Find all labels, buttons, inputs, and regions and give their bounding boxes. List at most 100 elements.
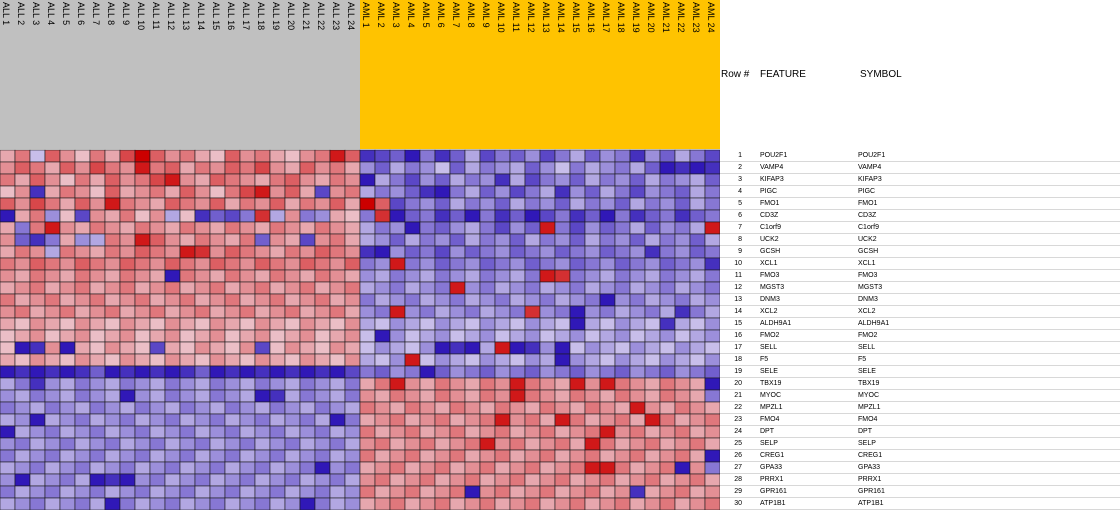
heatmap-cell <box>449 413 466 427</box>
heatmap-cell <box>419 185 436 199</box>
heatmap-cell <box>404 401 421 415</box>
heatmap-cell <box>644 473 661 487</box>
heatmap-cell <box>299 461 316 475</box>
heatmap-cell <box>359 293 376 307</box>
heatmap-cell <box>404 209 421 223</box>
heatmap-cell <box>44 281 61 295</box>
row-number: 2 <box>738 164 742 171</box>
table-row: 12 MGST3 MGST3 <box>720 282 1120 294</box>
heatmap-cell <box>284 365 301 379</box>
heatmap-cell <box>449 389 466 403</box>
heatmap-cell <box>89 209 106 223</box>
heatmap-cell <box>89 245 106 259</box>
heatmap-cell <box>89 161 106 175</box>
heatmap-cell <box>0 473 16 487</box>
heatmap-cell <box>479 185 496 199</box>
heatmap-cell <box>464 461 481 475</box>
heatmap-cell <box>674 461 691 475</box>
heatmap-cell <box>344 401 361 415</box>
heatmap-cell <box>524 401 541 415</box>
heatmap-cell <box>104 485 121 499</box>
heatmap-cell <box>674 329 691 343</box>
feature-cell: FMO2 <box>760 332 780 339</box>
heatmap-cell <box>404 317 421 331</box>
heatmap-cell <box>299 449 316 463</box>
heatmap-cell <box>164 281 181 295</box>
heatmap-cell <box>89 389 106 403</box>
heatmap-cell <box>119 329 136 343</box>
heatmap-cell <box>284 485 301 499</box>
heatmap-cell <box>449 377 466 391</box>
heatmap-cell <box>434 413 451 427</box>
heatmap-cell <box>554 353 571 367</box>
heatmap-cell <box>254 317 271 331</box>
heatmap-cell <box>119 185 136 199</box>
heatmap-cell <box>89 221 106 235</box>
heatmap-cell <box>464 257 481 271</box>
heatmap-cell <box>329 293 346 307</box>
heatmap-cell <box>14 245 31 259</box>
heatmap-cell <box>149 197 166 211</box>
column-label: ALL 3 <box>31 2 41 25</box>
heatmap-cell <box>374 245 391 259</box>
heatmap-cell <box>599 245 616 259</box>
heatmap-cell <box>224 149 241 163</box>
heatmap-cell <box>689 149 706 163</box>
heatmap-cell <box>659 329 676 343</box>
heatmap-cell <box>644 185 661 199</box>
heatmap-cell <box>284 245 301 259</box>
heatmap-cell <box>194 413 211 427</box>
heatmap-cell <box>629 425 646 439</box>
heatmap-cell <box>74 221 91 235</box>
heatmap-cell <box>329 449 346 463</box>
row-number: 25 <box>734 440 742 447</box>
heatmap-cell <box>689 269 706 283</box>
heatmap-cell <box>479 401 496 415</box>
heatmap-cell <box>224 197 241 211</box>
heatmap-cell <box>194 185 211 199</box>
heatmap-cell <box>119 161 136 175</box>
heatmap-cell <box>539 257 556 271</box>
heatmap-cell <box>479 209 496 223</box>
heatmap-cell <box>374 257 391 271</box>
heatmap-cell <box>344 461 361 475</box>
heatmap-cell <box>644 293 661 307</box>
heatmap-cell <box>359 233 376 247</box>
heatmap-cell <box>299 317 316 331</box>
heatmap-cell <box>14 161 31 175</box>
column-label: ALL 20 <box>286 2 296 30</box>
heatmap-cell <box>704 305 720 319</box>
heatmap-cell <box>554 425 571 439</box>
heatmap-cell <box>494 305 511 319</box>
heatmap-cell <box>254 209 271 223</box>
heatmap-cell <box>14 353 31 367</box>
heatmap-cell <box>509 365 526 379</box>
heatmap-cell <box>329 281 346 295</box>
row-number: 28 <box>734 476 742 483</box>
heatmap-cell <box>554 173 571 187</box>
table-row: 8 UCK2 UCK2 <box>720 234 1120 246</box>
column-label: ALL 16 <box>226 2 236 30</box>
heatmap-cell <box>464 221 481 235</box>
row-number: 24 <box>734 428 742 435</box>
heatmap-cell <box>134 401 151 415</box>
heatmap-cell <box>59 209 76 223</box>
heatmap-cell <box>239 221 256 235</box>
heatmap-cell <box>644 377 661 391</box>
heatmap-cell <box>434 281 451 295</box>
heatmap-cell <box>119 269 136 283</box>
heatmap-cell <box>689 473 706 487</box>
heatmap-cell <box>59 197 76 211</box>
heatmap-cell <box>644 329 661 343</box>
heatmap-cell <box>134 281 151 295</box>
heatmap-cell <box>209 293 226 307</box>
heatmap-cell <box>569 401 586 415</box>
row-number: 5 <box>738 200 742 207</box>
heatmap-cell <box>0 269 16 283</box>
heatmap-cell <box>509 341 526 355</box>
heatmap-cell <box>179 173 196 187</box>
heatmap-cell <box>614 401 631 415</box>
heatmap-cell <box>374 449 391 463</box>
column-label: AML 19 <box>631 2 641 33</box>
heatmap-cell <box>479 257 496 271</box>
